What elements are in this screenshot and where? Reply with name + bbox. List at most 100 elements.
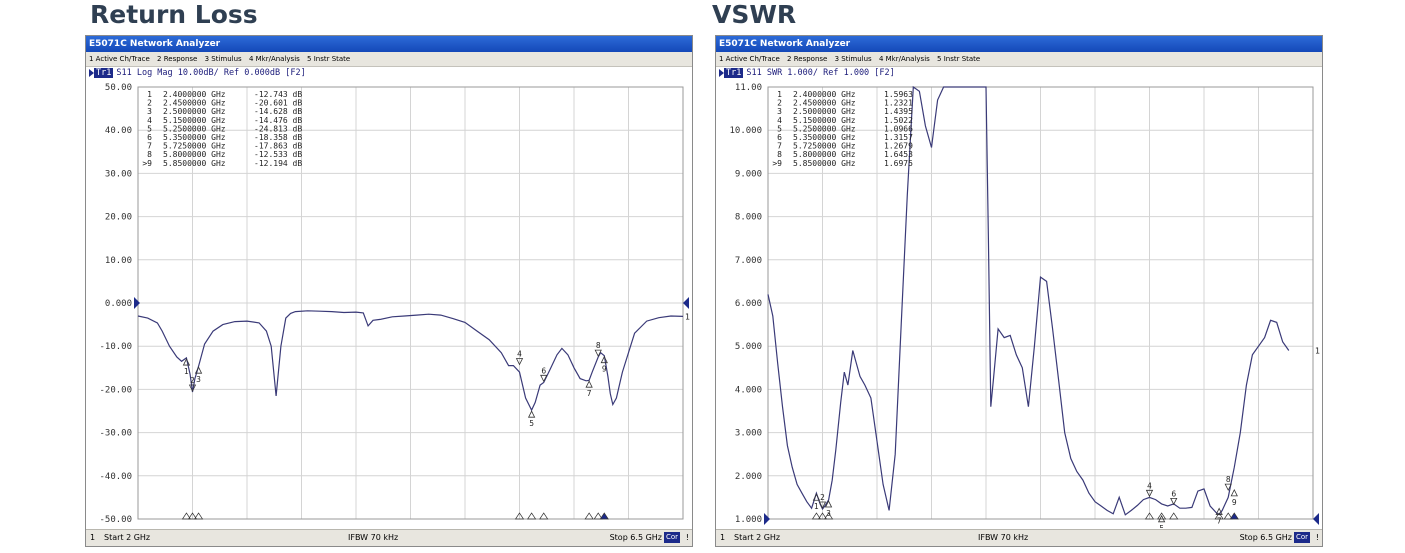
status-start: Start 2 GHz (734, 533, 781, 542)
marker-table-freq: 5.2500000 GHz (793, 124, 856, 133)
trace-info-text: S11 Log Mag 10.00dB/ Ref 0.000dB [F2] (116, 68, 306, 78)
marker-symbol (818, 501, 827, 509)
analyzer-window-return-loss: E5071C Network Analyzer 1 Active Ch/Trac… (85, 35, 693, 547)
marker-table-freq: 5.8500000 GHz (793, 159, 856, 168)
marker-table-id: 6 (147, 133, 152, 142)
marker-label: 1 (184, 367, 189, 376)
stimulus-marker (526, 512, 537, 520)
stimulus-marker (823, 512, 834, 520)
y-tick-label: 3.000 (735, 429, 762, 439)
y-tick-label: -50.00 (99, 515, 132, 525)
marker-label: 6 (1171, 489, 1176, 498)
y-tick-label: 10.000 (729, 126, 762, 136)
status-ifbw: IFBW 70 kHz (978, 533, 1029, 542)
active-trace-arrow-icon (719, 68, 724, 77)
marker-label: 2 (820, 493, 825, 502)
marker-symbol (600, 355, 608, 364)
marker-table-freq: 5.1500000 GHz (793, 116, 856, 125)
marker-label: 8 (596, 341, 601, 350)
marker-label: 7 (587, 389, 592, 398)
marker-label: 3 (196, 375, 201, 384)
marker-table-id: 4 (777, 116, 782, 125)
status-stop: Stop 6.5 GHz (1239, 533, 1292, 542)
heading-return-loss: Return Loss (90, 0, 258, 29)
y-tick-label: 9.000 (735, 169, 762, 179)
marker-table-value: 1.4395 (884, 107, 913, 116)
menu-item-instr-state[interactable]: 5 Instr State (307, 55, 351, 63)
menu-item-stimulus[interactable]: 3 Stimulus (834, 55, 872, 63)
menu-item-active-trace[interactable]: 1 Active Ch/Trace (89, 55, 150, 63)
y-tick-label: -10.00 (99, 342, 132, 352)
marker-table-value: 1.2679 (884, 142, 913, 151)
trace-end-label: 1 (1315, 347, 1320, 356)
marker-label: 6 (541, 366, 546, 375)
marker-symbol (182, 358, 191, 366)
marker-table-freq: 2.5000000 GHz (793, 107, 856, 116)
menu-item-response[interactable]: 2 Response (157, 55, 198, 63)
trace-line (767, 85, 1290, 516)
trace-info-bar: Tr1 S11 SWR 1.000/ Ref 1.000 [F2] (716, 67, 1322, 79)
stimulus-marker (811, 512, 822, 520)
stimulus-marker (1144, 512, 1155, 520)
menu-item-instr-state[interactable]: 5 Instr State (937, 55, 981, 63)
marker-table-id: 8 (777, 150, 782, 159)
plot-area[interactable]: 11.00 10.000 9.000 8.000 7.000 6.000 5.000 4.00… (716, 80, 1322, 528)
status-stop: Stop 6.5 GHz (609, 533, 662, 542)
y-tick-label: 10.00 (105, 256, 132, 266)
menu-bar: 1 Active Ch/Trace 2 Response 3 Stimulus … (86, 52, 692, 67)
stimulus-marker (584, 512, 594, 520)
y-tick-label: 4.000 (735, 385, 762, 395)
marker-table-freq: 5.1500000 GHz (163, 116, 226, 125)
trace-badge[interactable]: Tr1 (94, 68, 114, 78)
marker-table-id: 1 (777, 90, 782, 99)
trace-badge[interactable]: Tr1 (724, 68, 744, 78)
marker-symbol (194, 366, 203, 374)
status-end: ! (1315, 533, 1319, 542)
marker-table-id: 8 (147, 150, 152, 159)
stimulus-marker (187, 512, 198, 520)
y-tick-label: 5.000 (735, 342, 762, 352)
stimulus-marker (1229, 512, 1239, 520)
menu-item-marker-analysis[interactable]: 4 Mkr/Analysis (878, 55, 930, 63)
plot-area[interactable]: 50.00 40.00 30.00 20.00 10.00 0.000 -10.00 -20.… (86, 80, 692, 528)
marker-table-value: 1.0966 (884, 124, 913, 133)
marker-table-value: 1.6975 (884, 159, 913, 168)
marker-table-id: 6 (777, 133, 782, 142)
stimulus-marker (1214, 512, 1224, 520)
stimulus-marker (1169, 512, 1179, 520)
marker-label: 2 (190, 376, 195, 385)
y-tick-label: 1.000 (735, 515, 762, 525)
trace-info-text: S11 SWR 1.000/ Ref 1.000 [F2] (746, 68, 895, 78)
reference-right-icon (1313, 513, 1319, 525)
status-cor-badge[interactable]: Cor (1293, 532, 1310, 543)
menu-item-stimulus[interactable]: 3 Stimulus (204, 55, 242, 63)
status-bar: 1 Start 2 GHz IFBW 70 kHz Stop 6.5 GHz C… (86, 529, 692, 546)
marker-table-value: 1.5022 (884, 116, 913, 125)
status-cor-badge[interactable]: Cor (663, 532, 680, 543)
status-start: Start 2 GHz (104, 533, 151, 542)
marker-label: 4 (1147, 481, 1152, 490)
marker-table-id: 7 (147, 142, 152, 151)
marker-table-value: 1.3157 (884, 133, 913, 142)
y-tick-label: -20.00 (99, 385, 132, 395)
marker-symbol (594, 349, 602, 358)
y-tick-label: 2.000 (735, 472, 762, 482)
marker-table-freq: 5.2500000 GHz (163, 124, 226, 133)
y-tick-label: 30.00 (105, 169, 132, 179)
marker-label: 4 (517, 350, 522, 359)
marker-table-id: 2 (147, 99, 152, 108)
marker-table-id: 5 (147, 124, 152, 133)
menu-item-active-trace[interactable]: 1 Active Ch/Trace (719, 55, 780, 63)
marker-table-freq: 2.4000000 GHz (793, 90, 856, 99)
marker-table-freq: 5.7250000 GHz (793, 142, 856, 151)
marker-table-id: 3 (147, 107, 152, 116)
menu-item-response[interactable]: 2 Response (787, 55, 828, 63)
marker-table-value: -12.194 dB (254, 159, 302, 168)
marker-label: 5 (529, 419, 534, 428)
marker-label: 7 (1217, 516, 1222, 525)
y-tick-label: 8.000 (735, 213, 762, 223)
menu-item-marker-analysis[interactable]: 4 Mkr/Analysis (248, 55, 300, 63)
marker-symbol (515, 358, 524, 366)
stimulus-marker (193, 512, 204, 520)
status-ifbw: IFBW 70 kHz (348, 533, 399, 542)
